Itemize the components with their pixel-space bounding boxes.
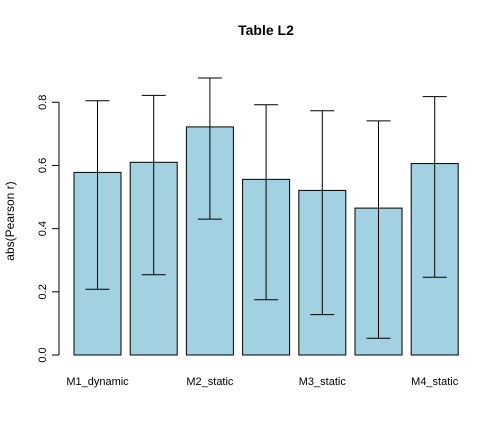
y-axis: 0.0 0.2 0.4 0.6 0.8 (37, 95, 60, 363)
x-tick-label: M4_static (411, 376, 459, 388)
x-tick-label: M2_static (186, 376, 234, 388)
chart-title: Table L2 (238, 22, 294, 38)
y-tick-label: 0.2 (37, 284, 49, 299)
x-axis-labels: M1_dynamic M2_static M3_static M4_static (66, 376, 458, 388)
y-tick-label: 0.4 (37, 221, 49, 236)
y-tick-label: 0.0 (37, 347, 49, 362)
x-tick-label: M3_static (299, 376, 347, 388)
error-bars (85, 77, 447, 339)
y-axis-label: abs(Pearson r) (3, 181, 17, 260)
y-tick-label: 0.8 (37, 95, 49, 110)
y-tick-label: 0.6 (37, 158, 49, 173)
x-tick-label: M1_dynamic (66, 376, 129, 388)
